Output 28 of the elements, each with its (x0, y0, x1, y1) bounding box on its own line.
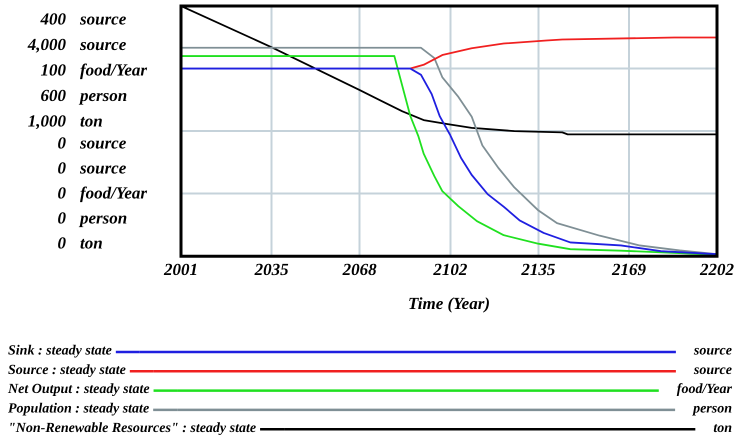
text: 4,000 source (26, 34, 127, 54)
legend-label: Population : steady state (8, 402, 150, 417)
text: source (692, 344, 732, 359)
text: source (692, 362, 732, 378)
text: 1,000 ton (28, 111, 103, 130)
x-tick-label: 2068 (342, 260, 378, 279)
text: ton (713, 420, 732, 436)
x-tick-label: 2035 (254, 260, 290, 279)
text: 0 source (58, 158, 127, 178)
text: 400 source (40, 9, 127, 28)
x-tick-label: 2135 (520, 260, 556, 279)
legend-label: "Non-Renewable Resources" : steady state (8, 420, 256, 436)
text: 600 person (40, 86, 128, 105)
legend-label: Net Output : steady state (7, 382, 150, 398)
legend-label: Source : steady state (8, 362, 126, 378)
text: person (692, 402, 732, 417)
legend-label: Sink : steady state (8, 344, 112, 359)
x-tick-label: 2001 (163, 260, 198, 279)
text: food/Year (676, 382, 733, 398)
x-tick-label: 2102 (432, 260, 468, 279)
text: 0 food/Year (58, 184, 148, 203)
x-axis-title: Time (Year) (408, 294, 490, 314)
text: 100 food/Year (40, 60, 148, 80)
text: 0 person (58, 208, 128, 228)
text: 0 ton (58, 234, 103, 253)
x-tick-label: 2202 (699, 260, 734, 279)
x-tick-label: 2169 (611, 260, 646, 279)
text: 0 source (58, 134, 127, 153)
